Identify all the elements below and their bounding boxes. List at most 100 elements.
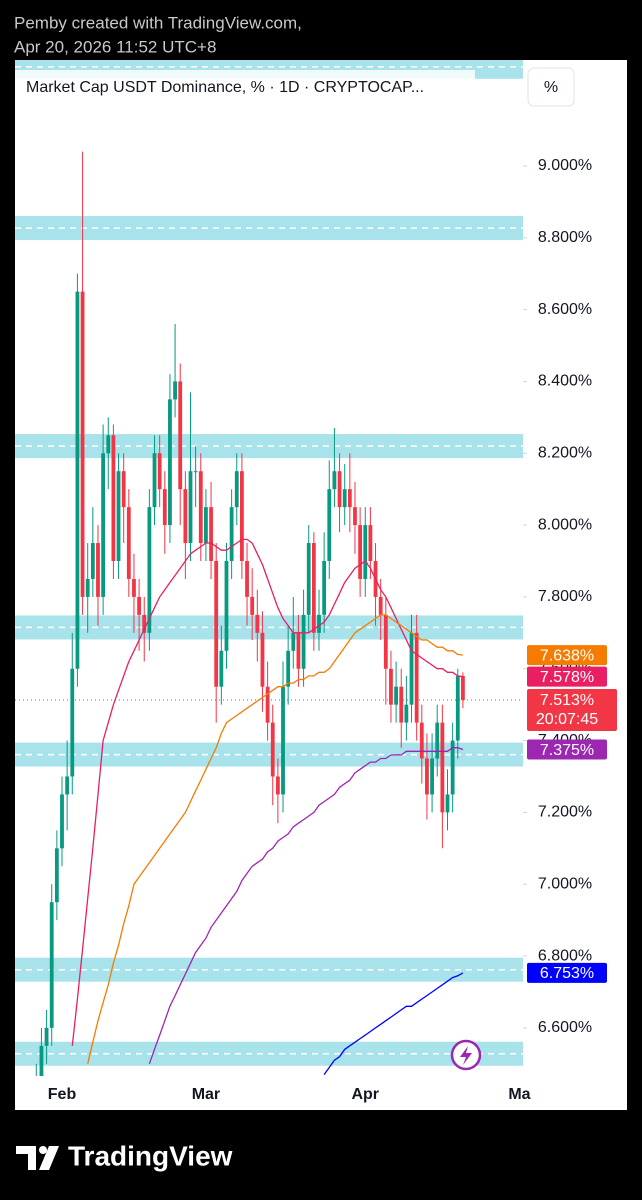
candle-body — [101, 453, 106, 597]
candle-body — [173, 381, 177, 400]
candle-body — [281, 686, 285, 795]
candle-body — [399, 686, 404, 723]
candle-body — [342, 489, 347, 508]
candle-body — [204, 507, 208, 544]
candle-body — [85, 578, 90, 597]
candle-body — [337, 471, 342, 508]
candle-body — [332, 471, 337, 490]
candle-body — [152, 453, 157, 508]
candle-body — [378, 596, 383, 615]
candle-body — [183, 489, 188, 544]
axis-area: 9.000% 8.800% 8.600% 8.400% 8.200% 8.000% 7.80… — [48, 157, 617, 1103]
candle-body — [54, 848, 59, 903]
candle-body — [65, 776, 70, 795]
candle-body — [306, 543, 311, 615]
scale-button-label[interactable]: % — [544, 79, 558, 96]
candle-body — [168, 399, 172, 526]
candle-body — [60, 794, 64, 849]
candle-body — [419, 722, 424, 759]
candle-body — [240, 471, 244, 561]
price-label: 7.578% — [540, 669, 594, 686]
candle-body — [147, 507, 152, 633]
y-tick-label: 8.800% — [538, 229, 592, 246]
candle-body — [363, 525, 368, 579]
price-label-box — [527, 962, 607, 983]
candle-body — [455, 675, 460, 741]
last-price-label: 7.513% — [540, 692, 594, 709]
candle-body — [224, 560, 229, 651]
candle-body — [137, 596, 141, 615]
x-tick-label: Apr — [351, 1086, 379, 1103]
candle-body — [188, 471, 193, 544]
candle-body — [80, 291, 85, 597]
candle-body — [327, 489, 332, 561]
candle-body — [311, 543, 316, 633]
candle-body — [90, 543, 95, 579]
y-tick-label: 6.800% — [538, 947, 592, 964]
plot-area — [15, 60, 523, 1076]
candle-body — [296, 632, 301, 669]
candle-body — [250, 596, 255, 615]
y-tick-label: 7.200% — [538, 804, 592, 821]
candle-body — [450, 740, 455, 795]
candle-body — [49, 902, 54, 1028]
y-tick-label: 8.200% — [538, 444, 592, 461]
brand-logo — [16, 1146, 59, 1170]
candle-body — [214, 560, 219, 687]
candle-body — [126, 507, 131, 579]
scale-button[interactable] — [527, 67, 575, 107]
ma-line — [323, 972, 464, 1075]
price-label-box — [527, 666, 607, 687]
y-tick-label: 8.600% — [538, 301, 592, 318]
candle-body — [193, 471, 198, 473]
candle-body — [404, 704, 409, 723]
candle-body — [368, 525, 373, 561]
candle-body — [461, 675, 465, 700]
price-label: 6.753% — [540, 965, 594, 982]
x-tick-label: Ma — [508, 1086, 530, 1103]
candle-body — [358, 525, 363, 579]
candle-body — [132, 578, 136, 597]
candle-body — [425, 758, 429, 795]
candle-body — [75, 291, 80, 669]
y-tick-label: 7.800% — [538, 588, 592, 605]
candle-body — [157, 453, 162, 490]
candle-body — [39, 1045, 44, 1076]
price-label-box — [527, 645, 607, 666]
candle-body — [317, 614, 321, 633]
candle-body — [353, 507, 357, 526]
ma-line — [148, 747, 464, 1065]
title-bg — [15, 70, 475, 106]
candle-body — [291, 632, 296, 651]
candle-body — [435, 722, 440, 759]
candle-body — [394, 686, 398, 705]
y-tick-label: 6.600% — [538, 1019, 592, 1036]
y-tick-label: 8.000% — [538, 516, 592, 533]
candle-body — [409, 632, 414, 705]
alert-icon[interactable] — [450, 1039, 482, 1071]
candle-body — [440, 722, 445, 813]
y-tick-label: 7.000% — [538, 875, 592, 892]
candle-body — [142, 614, 147, 633]
price-label: 7.638% — [540, 647, 594, 664]
candle-body — [234, 471, 239, 508]
candle-body — [445, 794, 450, 813]
candle-body — [383, 614, 388, 669]
candle-body — [245, 560, 249, 597]
header-line: Apr 20, 2026 11:52 UTC+8 — [14, 37, 216, 56]
ma-line — [87, 614, 463, 1064]
candle-body — [96, 543, 100, 597]
candle-body — [301, 614, 306, 669]
candle-body — [121, 471, 126, 508]
candle-body — [198, 471, 203, 544]
chart-title: Market Cap USDT Dominance, % · 1D · CRYP… — [26, 79, 424, 96]
candle-body — [430, 758, 434, 795]
x-tick-label: Mar — [192, 1086, 220, 1103]
candle-body — [265, 686, 270, 723]
candle-body — [255, 614, 260, 633]
candle-body — [116, 471, 121, 561]
candle-body — [219, 650, 224, 687]
candle-body — [209, 507, 213, 561]
candle-body — [347, 489, 352, 508]
candle-body — [286, 650, 291, 687]
